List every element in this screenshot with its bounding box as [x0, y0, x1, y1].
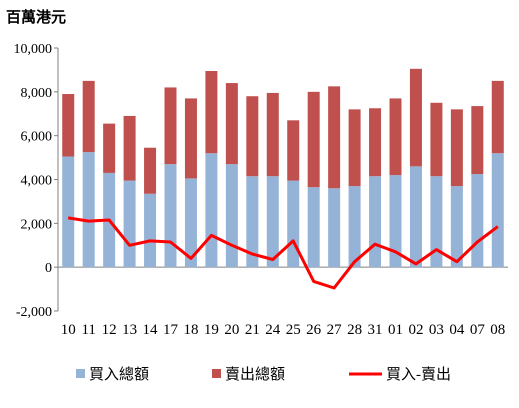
- bar-buy-total: [144, 193, 157, 268]
- bar-buy-total: [409, 166, 422, 268]
- y-tick-label: 10,000: [14, 42, 53, 57]
- bar-sell-total: [389, 98, 402, 176]
- bar-sell-total: [491, 80, 504, 154]
- bar-buy-total: [369, 176, 382, 268]
- bar-sell-total: [369, 108, 382, 177]
- x-tick-label: 18: [183, 322, 198, 338]
- y-axis-unit-label: 百萬港元: [6, 8, 67, 26]
- bar-sell-total: [471, 106, 484, 175]
- x-tick-label: 11: [81, 322, 95, 338]
- y-tick-label: 4,000: [21, 174, 53, 189]
- bar-sell-total: [409, 68, 422, 167]
- y-tick-label: 8,000: [21, 86, 53, 101]
- x-tick-label: 13: [122, 322, 137, 338]
- bar-buy-total: [164, 164, 177, 268]
- x-tick-label: 20: [224, 322, 239, 338]
- x-tick-label: 17: [163, 322, 179, 338]
- bar-sell-total: [225, 83, 238, 165]
- bar-sell-total: [62, 94, 75, 157]
- line-net: [67, 216, 499, 290]
- bar-sell-total: [103, 123, 116, 173]
- bar-buy-total: [307, 187, 320, 268]
- x-tick-label: 27: [327, 322, 343, 338]
- x-tick-label: 26: [306, 322, 322, 338]
- x-tick-label: 14: [143, 322, 159, 338]
- bar-buy-total: [328, 188, 341, 268]
- legend-label-buy: 買入總額: [89, 365, 149, 383]
- x-tick-label: 31: [368, 322, 383, 338]
- bar-buy-total: [348, 186, 361, 268]
- bar-sell-total: [348, 109, 361, 187]
- bar-buy-total: [82, 152, 95, 268]
- bar-sell-total: [184, 98, 197, 179]
- y-tick-label: 2,000: [21, 217, 53, 232]
- bar-buy-total: [287, 180, 300, 268]
- bar-buy-total: [184, 178, 197, 268]
- bar-sell-total: [82, 80, 95, 153]
- x-tick-label: 24: [265, 322, 281, 338]
- x-tick-label: 02: [408, 322, 423, 338]
- x-tick-label: 07: [470, 322, 486, 338]
- legend-label-net: 買入-賣出: [386, 366, 451, 383]
- x-tick-label: 19: [204, 322, 219, 338]
- bar-sell-total: [450, 109, 463, 187]
- bar-buy-total: [205, 153, 218, 268]
- bar-sell-total: [266, 92, 279, 177]
- x-tick-label: 04: [449, 322, 465, 338]
- bar-sell-total: [287, 120, 300, 181]
- x-tick-label: 03: [429, 322, 444, 338]
- bar-buy-total: [450, 186, 463, 268]
- bar-sell-total: [246, 96, 259, 177]
- legend-swatch-buy: [76, 369, 85, 378]
- bar-buy-total: [225, 164, 238, 268]
- legend-label-sell: 賣出總額: [225, 365, 285, 383]
- bar-sell-total: [123, 115, 136, 181]
- bar-buy-total: [62, 156, 75, 268]
- bar-buy-total: [266, 176, 279, 268]
- bar-buy-total: [430, 176, 443, 268]
- bar-buy-total: [471, 174, 484, 268]
- x-tick-label: 08: [490, 322, 505, 338]
- bar-sell-total: [328, 86, 341, 189]
- x-tick-label: 25: [286, 322, 301, 338]
- bar-buy-total: [491, 153, 504, 268]
- bar-sell-total: [430, 102, 443, 177]
- bar-sell-total: [205, 71, 218, 154]
- x-tick-label: 21: [245, 322, 260, 338]
- bar-sell-total: [144, 147, 157, 194]
- x-tick-label: 10: [61, 322, 76, 338]
- bar-buy-total: [123, 180, 136, 268]
- bar-sell-total: [164, 87, 177, 165]
- x-tick-label: 12: [102, 322, 117, 338]
- bar-buy-total: [389, 175, 402, 268]
- x-tick-label: 01: [388, 322, 403, 338]
- legend-swatch-sell: [212, 369, 221, 378]
- y-tick-label: 0: [45, 261, 52, 276]
- x-tick-label: 28: [347, 322, 362, 338]
- bar-buy-total: [246, 176, 259, 268]
- y-tick-label: -2,000: [16, 305, 52, 320]
- y-tick-label: 6,000: [21, 130, 53, 145]
- bar-sell-total: [307, 91, 320, 188]
